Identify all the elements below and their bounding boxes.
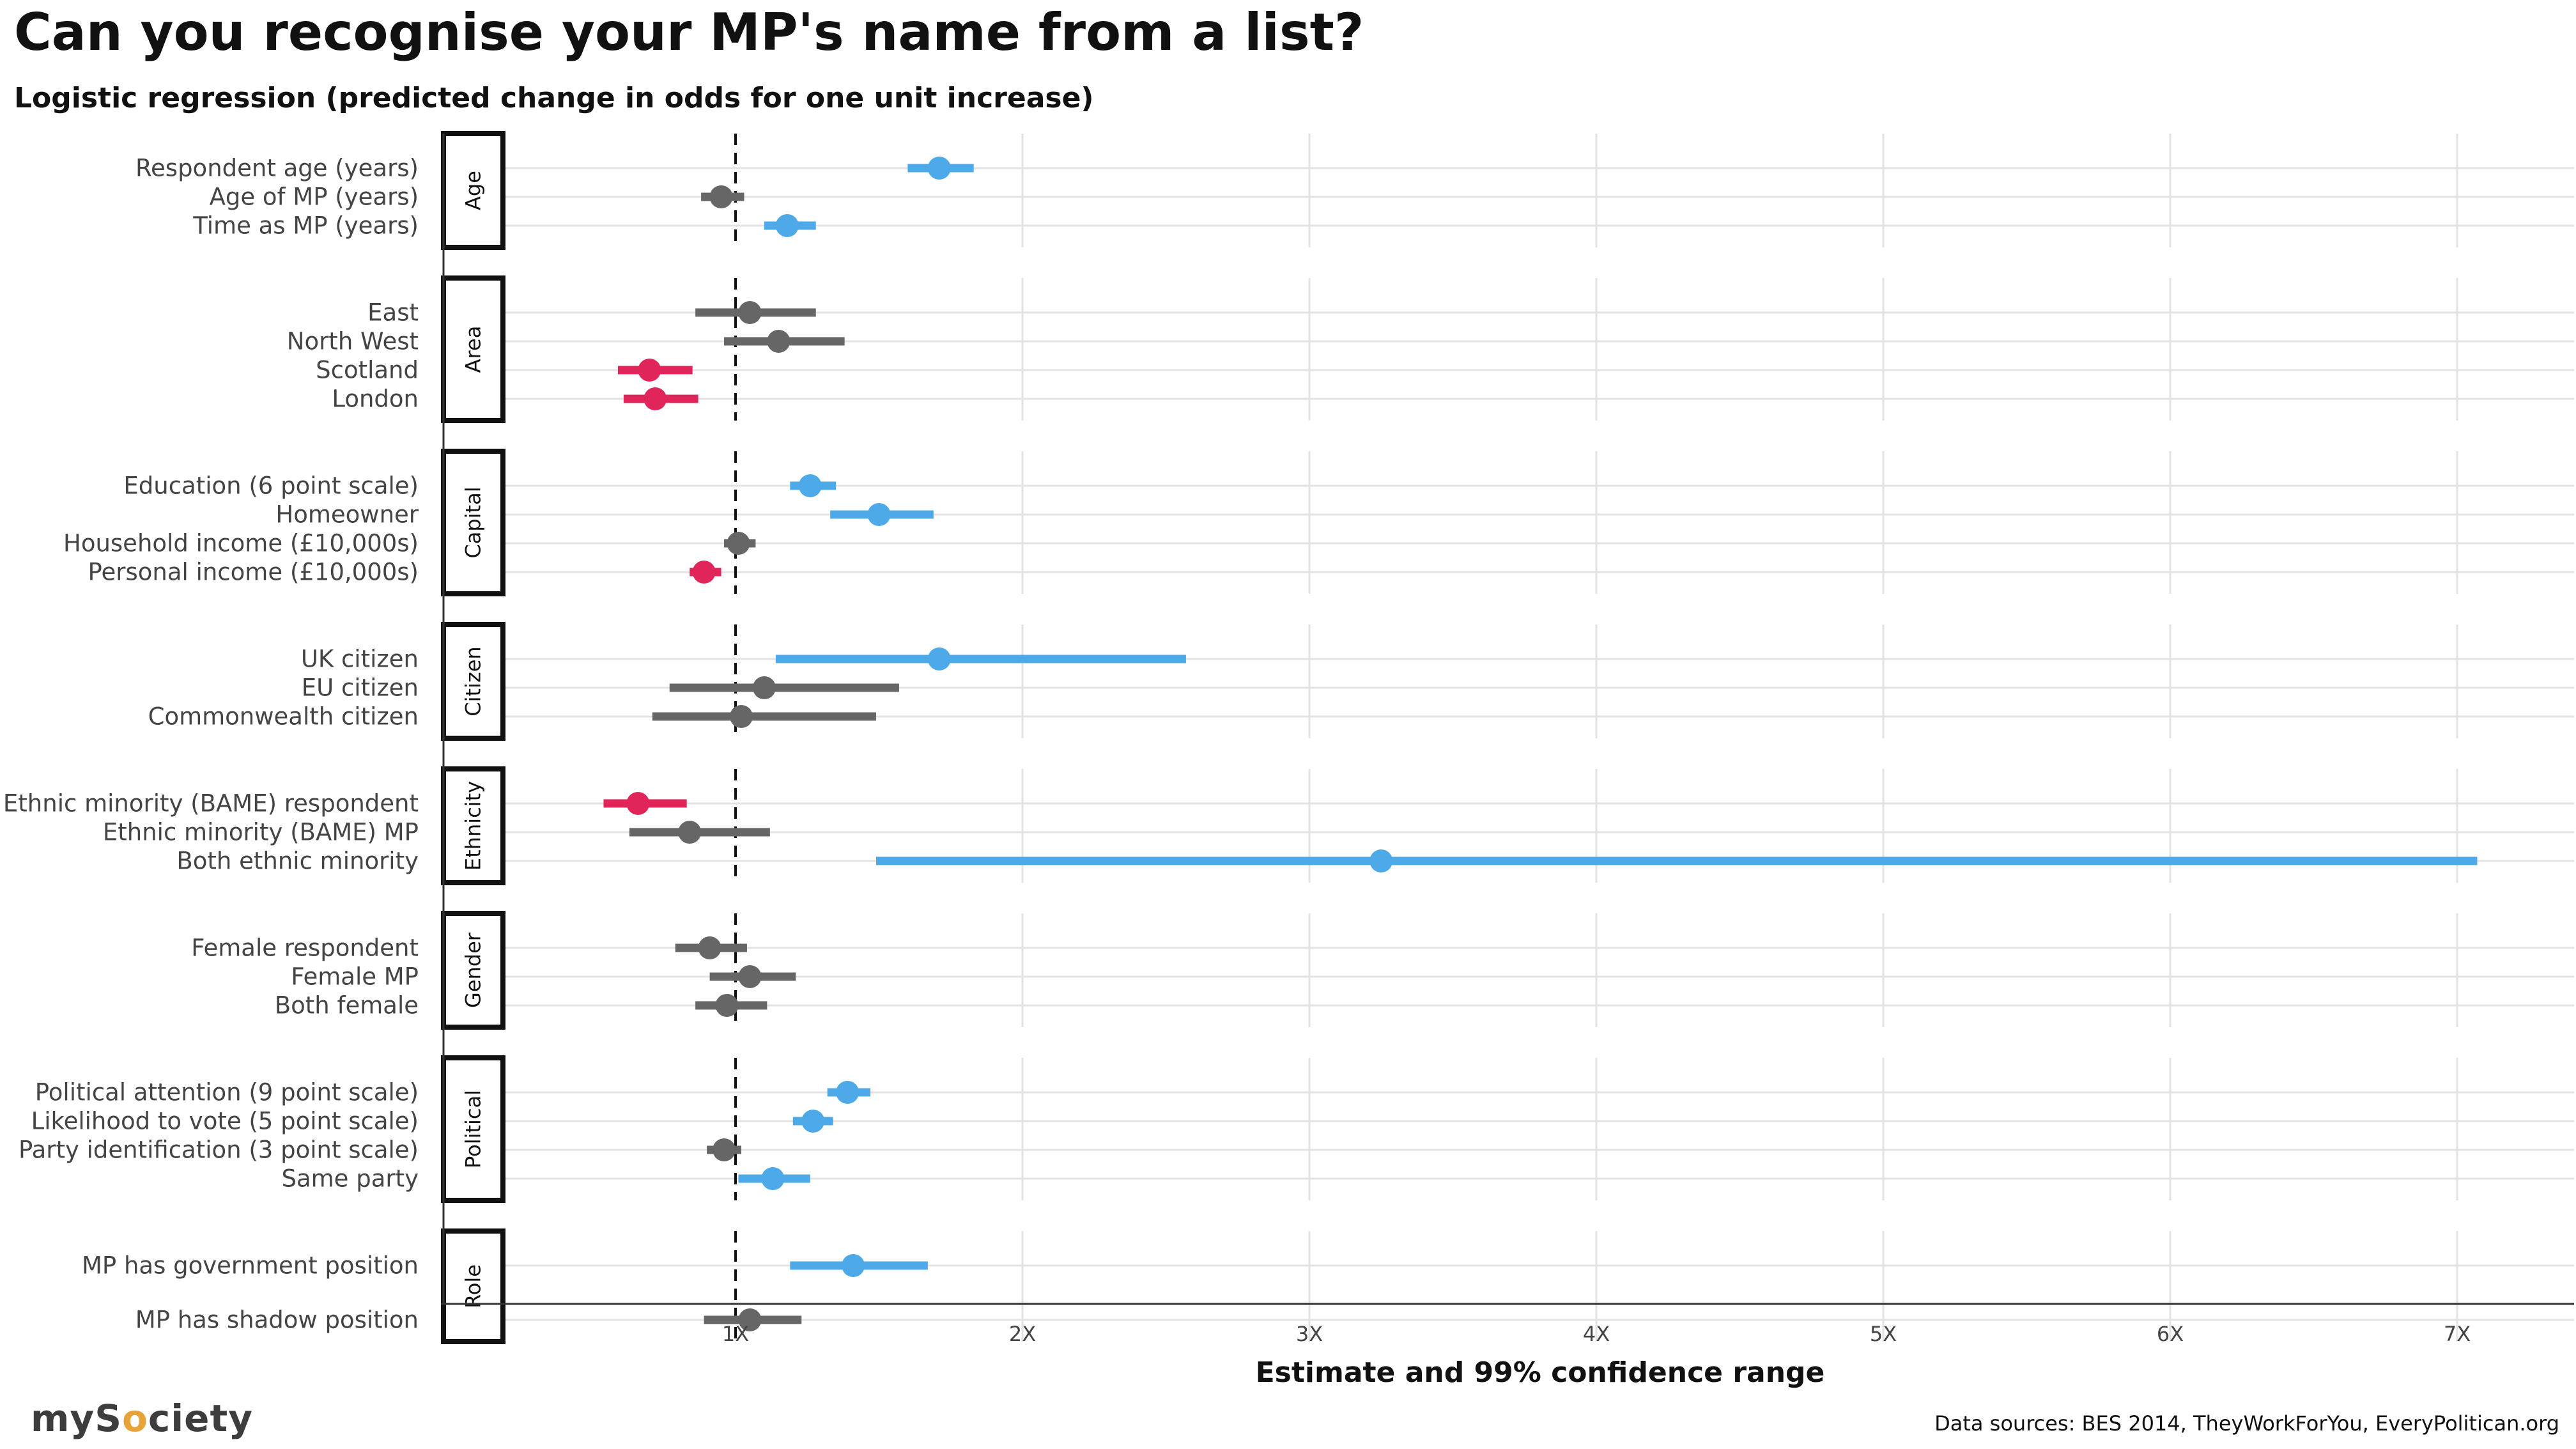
- estimate-point: [692, 561, 716, 584]
- row-label: Scotland: [316, 357, 419, 384]
- vertical-grid: [1021, 134, 2458, 1342]
- facet-box: [441, 766, 505, 885]
- estimate-point: [867, 503, 891, 526]
- facet-label: Ethnicity: [461, 781, 486, 871]
- chart-subtitle: Logistic regression (predicted change in…: [14, 82, 1094, 114]
- x-tick-label: 1X: [722, 1322, 749, 1346]
- row-label: Political attention (9 point scale): [35, 1079, 419, 1106]
- estimate-point: [638, 359, 661, 382]
- estimate-point: [738, 965, 762, 988]
- facet-label: Role: [461, 1264, 486, 1308]
- estimate-point: [752, 676, 776, 699]
- row-label: MP has government position: [82, 1252, 419, 1280]
- row-label: Both female: [275, 992, 419, 1019]
- row-label: UK citizen: [301, 646, 419, 673]
- mysociety-logo: mySociety: [31, 1397, 254, 1440]
- x-tick-label: 2X: [1009, 1322, 1036, 1346]
- group-role: Role MP has government position MP has sha…: [82, 1228, 2574, 1344]
- row-label: Female respondent: [191, 934, 419, 962]
- row-label: Both ethnic minority: [176, 848, 419, 875]
- facet-box: [441, 622, 505, 741]
- facet-label: Capital: [461, 486, 486, 558]
- estimate-point: [729, 705, 753, 728]
- x-tick-label: 5X: [1870, 1322, 1897, 1346]
- row-label: East: [367, 299, 419, 327]
- estimate-point: [738, 301, 762, 324]
- facet-label: Political: [461, 1090, 486, 1168]
- estimate-point: [927, 647, 951, 670]
- facet-label: Age: [461, 171, 486, 210]
- row-label: Same party: [281, 1165, 419, 1193]
- estimate-point: [927, 157, 951, 180]
- group-political: Political Political attention (9 point sc…: [19, 1055, 2574, 1203]
- estimate-point: [678, 821, 702, 844]
- estimate-point: [713, 1138, 736, 1161]
- row-label: Ethnic minority (BAME) MP: [103, 819, 419, 846]
- row-label: Ethnic minority (BAME) respondent: [3, 790, 419, 817]
- x-tick-label: 6X: [2157, 1322, 2184, 1346]
- x-tick-label: 3X: [1296, 1322, 1323, 1346]
- group-ethnicity: Ethnicity Ethnic minority (BAME) responde…: [3, 766, 2574, 885]
- estimate-point: [715, 994, 739, 1017]
- row-label: Female MP: [291, 963, 419, 991]
- row-label: Personal income (£10,000s): [88, 559, 419, 586]
- data-source-note: Data sources: BES 2014, TheyWorkForYou, …: [1934, 1411, 2559, 1436]
- estimate-point: [775, 214, 799, 237]
- estimate-point: [798, 474, 822, 497]
- estimate-point: [842, 1254, 865, 1277]
- row-label: North West: [287, 328, 419, 355]
- estimate-point: [698, 936, 721, 959]
- logo-ring-icon: o: [122, 1397, 148, 1440]
- estimate-point: [644, 387, 667, 410]
- estimate-point: [709, 185, 733, 208]
- x-tick-label: 4X: [1583, 1322, 1610, 1346]
- row-label: Household income (£10,000s): [63, 530, 419, 557]
- facet-label: Citizen: [461, 646, 486, 716]
- estimate-point: [767, 330, 791, 353]
- row-label: Respondent age (years): [135, 155, 419, 182]
- row-label: Time as MP (years): [192, 212, 419, 240]
- estimate-point: [626, 792, 650, 815]
- row-label: Party identification (3 point scale): [19, 1136, 419, 1164]
- estimate-point: [1369, 849, 1393, 872]
- facet-box: [441, 449, 505, 596]
- x-axis-label: Estimate and 99% confidence range: [1255, 1356, 1825, 1389]
- row-label: London: [332, 385, 419, 413]
- estimate-point: [836, 1081, 860, 1104]
- x-tick-label: 7X: [2444, 1322, 2471, 1346]
- row-label: Homeowner: [275, 501, 419, 529]
- facet-label: Area: [461, 326, 486, 373]
- row-label: Commonwealth citizen: [148, 703, 419, 731]
- row-label: MP has shadow position: [135, 1306, 419, 1334]
- estimate-point: [801, 1110, 825, 1133]
- estimate-point: [761, 1167, 785, 1190]
- row-label: EU citizen: [302, 674, 419, 702]
- facet-label: Gender: [461, 932, 486, 1008]
- group-age: Age Respondent age (years)Age of MP (year…: [135, 131, 2574, 250]
- row-label: Education (6 point scale): [123, 472, 419, 500]
- row-label: Likelihood to vote (5 point scale): [31, 1108, 419, 1135]
- estimate-point: [738, 1308, 762, 1331]
- group-capital: Capital Education (6 point scale)Homeowne…: [63, 449, 2574, 596]
- chart-title: Can you recognise your MP's name from a …: [14, 3, 1364, 62]
- facet-box: [441, 1228, 505, 1344]
- estimate-point: [727, 532, 750, 555]
- row-label: Age of MP (years): [210, 183, 419, 211]
